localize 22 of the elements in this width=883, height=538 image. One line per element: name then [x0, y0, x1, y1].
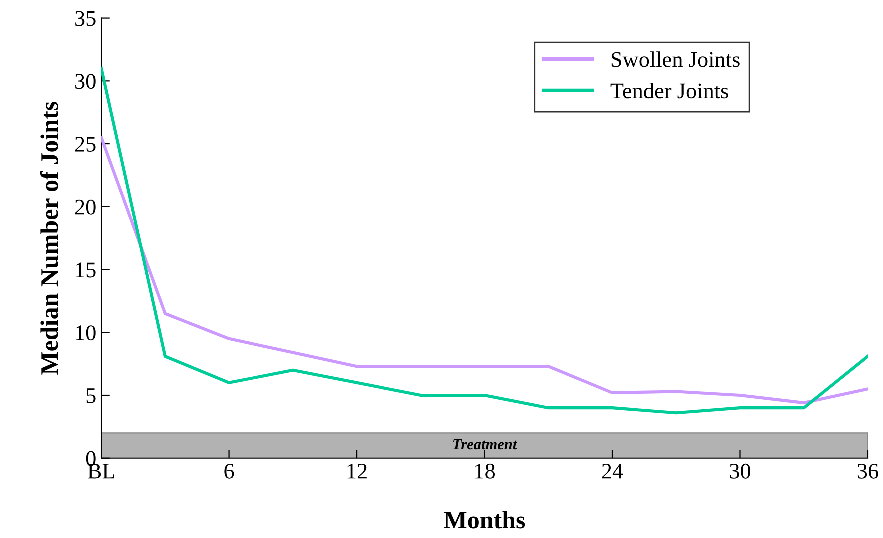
y-tick-label: 30 — [76, 74, 96, 90]
y-tick-label: 10 — [76, 326, 96, 341]
line-series — [102, 67, 868, 415]
y-tick-label: 5 — [86, 388, 96, 404]
y-tick-label: 0 — [86, 451, 96, 466]
legend-label: Tender Joints — [610, 83, 728, 99]
x-tick-label: 36 — [858, 464, 878, 479]
x-tick-label: BL — [88, 464, 114, 479]
line-series — [102, 136, 868, 405]
legend-label: Swollen Joints — [612, 52, 740, 68]
band-label: Treatment — [453, 439, 518, 450]
x-tick-label: 18 — [476, 464, 496, 479]
y-tick-label: 25 — [75, 137, 96, 152]
x-tick-label: 12 — [348, 464, 367, 479]
x-axis-title: Months — [444, 511, 526, 529]
x-tick-label: 30 — [730, 464, 751, 479]
x-tick-label: 24 — [602, 464, 624, 479]
y-tick-label: 20 — [75, 200, 96, 215]
y-axis-title: Median Number of Joints — [40, 102, 58, 375]
y-tick-label: 35 — [76, 11, 96, 26]
x-tick-label: 6 — [224, 464, 234, 479]
y-tick-label: 15 — [76, 262, 96, 278]
